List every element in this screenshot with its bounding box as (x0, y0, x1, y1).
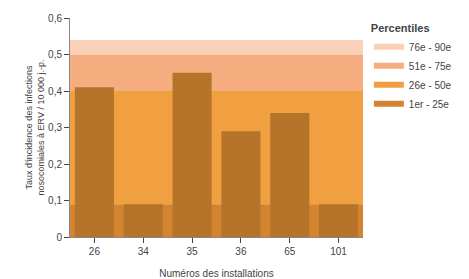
svg-text:35: 35 (187, 246, 199, 257)
svg-text:0,6: 0,6 (48, 13, 62, 24)
svg-text:26: 26 (89, 246, 101, 257)
svg-text:0,5: 0,5 (48, 49, 62, 60)
svg-text:101: 101 (330, 246, 347, 257)
svg-text:Numéros des installations: Numéros des installations (159, 268, 274, 279)
svg-text:0,3: 0,3 (48, 122, 62, 133)
svg-text:0,1: 0,1 (48, 195, 62, 206)
svg-text:34: 34 (138, 246, 150, 257)
svg-text:36: 36 (235, 246, 247, 257)
svg-text:0,2: 0,2 (48, 159, 62, 170)
svg-text:51e - 75e: 51e - 75e (409, 61, 452, 72)
svg-text:0,4: 0,4 (48, 86, 62, 97)
svg-text:Taux d'incidence des infection: Taux d'incidence des infectionsnosocomia… (24, 60, 46, 196)
svg-text:26e - 50e: 26e - 50e (409, 80, 452, 91)
svg-text:65: 65 (284, 246, 296, 257)
svg-text:0: 0 (56, 232, 62, 243)
svg-text:1er - 25e: 1er - 25e (409, 99, 449, 110)
svg-text:76e - 90e: 76e - 90e (409, 42, 452, 53)
svg-text:Percentiles: Percentiles (371, 22, 430, 34)
